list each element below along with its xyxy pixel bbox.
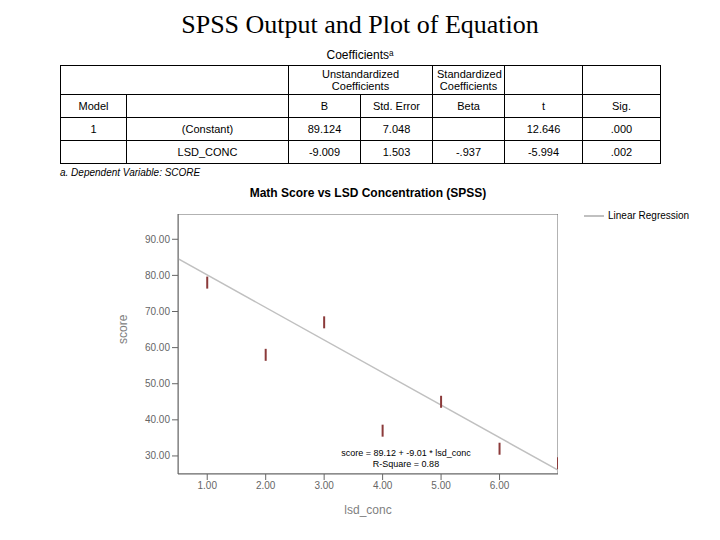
html-text:12.646: 12.646 — [526, 123, 561, 135]
html-text:t: t — [542, 100, 545, 112]
html-text:Beta: Beta — [457, 100, 480, 112]
html-text:R-Square = 0.88: R-Square = 0.88 — [372, 459, 440, 469]
svg-text:50.00: 50.00 — [145, 378, 170, 389]
svg-text:3.00: 3.00 — [314, 480, 334, 491]
svg-text:80.00: 80.00 — [145, 270, 170, 281]
svg-text:70.00: 70.00 — [145, 306, 170, 317]
svg-text:4.00: 4.00 — [373, 480, 393, 491]
svg-text:score: score — [116, 314, 130, 344]
svg-text:30.00: 30.00 — [145, 450, 170, 461]
html-text:Coefficientsᵃ: Coefficientsᵃ — [326, 48, 394, 62]
svg-text:90.00: 90.00 — [145, 234, 170, 245]
svg-text:60.00: 60.00 — [145, 342, 170, 353]
html-text:.002: .002 — [610, 146, 633, 158]
html-text:Math Score vs LSD Concentratio: Math Score vs LSD Concentration (SPSS) — [249, 186, 487, 200]
html-text:Standardized Coefficients: Standardized Coefficients — [437, 68, 502, 92]
html-text:1: 1 — [90, 123, 97, 135]
html-text:SPSS Output and Plot of Equati: SPSS Output and Plot of Equation — [181, 10, 539, 39]
html-text:LSD_CONC: LSD_CONC — [177, 146, 238, 158]
html-text:B: B — [320, 100, 329, 112]
html-text:Std. Error: Std. Error — [373, 100, 420, 112]
html-text:Sig.: Sig. — [612, 100, 631, 112]
svg-text:1.00: 1.00 — [197, 480, 217, 491]
svg-text:40.00: 40.00 — [145, 414, 170, 425]
html-text:7.048: 7.048 — [382, 123, 411, 135]
html-text:1.503: 1.503 — [382, 146, 411, 158]
html-text:(Constant): (Constant) — [181, 123, 234, 135]
html-text:Unstandardized Coefficients: Unstandardized Coefficients — [322, 68, 399, 92]
html-text:89.124: 89.124 — [307, 123, 342, 135]
html-text:Model: Model — [78, 100, 109, 112]
html-text:-.937: -.937 — [456, 146, 481, 158]
svg-text:lsd_conc: lsd_conc — [344, 503, 391, 517]
svg-text:2.00: 2.00 — [256, 480, 276, 491]
html-text:-5.994: -5.994 — [527, 146, 560, 158]
html-text:-9.009: -9.009 — [308, 146, 341, 158]
svg-text:5.00: 5.00 — [431, 480, 451, 491]
html-text:a. Dependent Variable: SCORE: a. Dependent Variable: SCORE — [60, 167, 201, 178]
html-text:score = 89.12 + -9.01 * lsd_co: score = 89.12 + -9.01 * lsd_conc — [341, 448, 471, 458]
html-text:Linear Regression: Linear Regression — [608, 210, 690, 221]
svg-text:6.00: 6.00 — [490, 480, 510, 491]
html-text:.000: .000 — [610, 123, 633, 135]
